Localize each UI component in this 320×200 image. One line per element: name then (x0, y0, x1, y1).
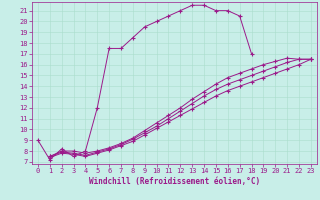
X-axis label: Windchill (Refroidissement éolien,°C): Windchill (Refroidissement éolien,°C) (89, 177, 260, 186)
